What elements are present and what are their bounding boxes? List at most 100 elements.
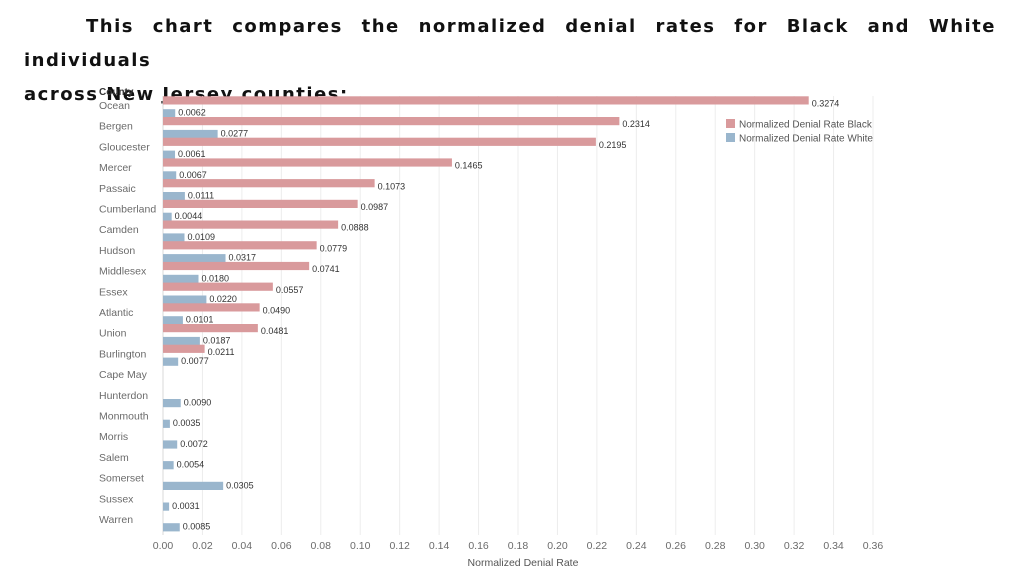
bar-white: [163, 109, 176, 118]
county-label: Passaic: [99, 183, 136, 195]
data-label-black: 0.0557: [276, 285, 304, 295]
county-label: Sussex: [99, 493, 134, 505]
x-tick-label: 0.18: [508, 540, 529, 552]
bar-black: [163, 117, 620, 126]
data-label-white: 0.0077: [181, 356, 209, 366]
county-label: Bergen: [99, 121, 133, 133]
bar-white: [163, 399, 181, 408]
county-label: Camden: [99, 224, 139, 236]
bar-white: [163, 150, 176, 159]
data-label-black: 0.1073: [378, 181, 406, 191]
bar-black: [163, 158, 452, 167]
x-tick-label: 0.22: [587, 540, 608, 552]
data-label-white: 0.0180: [202, 273, 230, 283]
intro-text: This chart compares the normalized denia…: [24, 10, 996, 112]
county-label: Middlesex: [99, 266, 147, 278]
x-tick-label: 0.32: [784, 540, 805, 552]
x-tick-label: 0.26: [666, 540, 687, 552]
bar-white: [163, 523, 180, 532]
data-label-white: 0.0220: [209, 294, 237, 304]
county-label: Morris: [99, 431, 128, 443]
bar-black: [163, 261, 310, 271]
data-label-black: 0.0481: [261, 326, 289, 336]
x-tick-label: 0.20: [547, 540, 568, 552]
bar-black: [163, 179, 375, 188]
x-tick-label: 0.24: [626, 540, 647, 552]
x-tick-label: 0.36: [863, 540, 884, 552]
data-label-white: 0.0072: [180, 439, 208, 449]
data-label-white: 0.0109: [187, 232, 215, 242]
bar-white: [163, 192, 185, 201]
county-label: Salem: [99, 452, 129, 464]
data-label-white: 0.0062: [178, 108, 206, 118]
data-label-white: 0.0101: [186, 315, 214, 325]
legend-swatch-black: [726, 119, 735, 128]
bar-black: [163, 137, 596, 146]
data-label-black: 0.2314: [622, 119, 650, 129]
data-label-white: 0.0035: [173, 418, 201, 428]
county-label: Atlantic: [99, 307, 133, 319]
bar-white: [163, 171, 177, 180]
x-tick-label: 0.00: [153, 540, 174, 552]
x-tick-label: 0.14: [429, 540, 450, 552]
county-label: Union: [99, 328, 127, 340]
county-label: Mercer: [99, 162, 132, 174]
bar-white: [163, 461, 174, 470]
bar-white: [163, 440, 178, 449]
data-label-white: 0.0305: [226, 480, 254, 490]
row-header: County: [99, 87, 134, 98]
x-tick-label: 0.08: [311, 540, 332, 552]
bar-white: [163, 212, 172, 221]
data-label-black: 0.0741: [312, 264, 340, 274]
bar-black: [163, 241, 317, 250]
x-tick-label: 0.34: [823, 540, 844, 552]
data-label-white: 0.0187: [203, 335, 231, 345]
bar-black: [163, 344, 205, 353]
x-tick-label: 0.04: [232, 540, 253, 552]
data-label-white: 0.0044: [175, 211, 203, 221]
data-label-white: 0.0061: [178, 149, 206, 159]
legend-label-black: Normalized Denial Rate Black: [739, 120, 873, 131]
bar-white: [163, 481, 224, 490]
x-tick-label: 0.12: [389, 540, 410, 552]
data-label-white: 0.0067: [179, 170, 207, 180]
county-label: Cape May: [99, 369, 148, 381]
data-label-black: 0.0888: [341, 223, 369, 233]
x-tick-label: 0.06: [271, 540, 292, 552]
county-label: Hunterdon: [99, 390, 148, 402]
data-label-white: 0.0085: [183, 522, 211, 532]
data-label-black: 0.3274: [812, 99, 840, 109]
bar-white: [163, 274, 199, 283]
data-label-white: 0.0090: [184, 398, 212, 408]
data-label-black: 0.0211: [208, 347, 235, 357]
x-tick-label: 0.16: [468, 540, 489, 552]
bar-white: [163, 357, 179, 366]
county-label: Gloucester: [99, 141, 150, 153]
bar-white: [163, 254, 226, 263]
legend-swatch-white: [726, 133, 735, 142]
county-label: Burlington: [99, 348, 146, 360]
county-label: Hudson: [99, 245, 135, 257]
data-label-black: 0.0779: [320, 243, 348, 253]
data-label-white: 0.0054: [177, 460, 205, 470]
x-tick-label: 0.30: [744, 540, 765, 552]
bar-black: [163, 282, 273, 291]
intro-line-1: This chart compares the normalized denia…: [24, 16, 996, 71]
data-label-white: 0.0111: [188, 191, 214, 201]
county-label: Ocean: [99, 100, 130, 112]
bar-white: [163, 316, 183, 325]
bar-white: [163, 295, 207, 304]
data-label-white: 0.0277: [221, 128, 249, 138]
data-label-black: 0.1465: [455, 161, 483, 171]
county-label: Monmouth: [99, 411, 149, 423]
bar-white: [163, 502, 170, 511]
data-label-white: 0.0317: [229, 253, 257, 263]
legend-label-white: Normalized Denial Rate White: [739, 134, 873, 145]
x-tick-label: 0.10: [350, 540, 371, 552]
county-label: Cumberland: [99, 204, 156, 216]
bar-black: [163, 96, 809, 105]
x-tick-label: 0.28: [705, 540, 726, 552]
county-label: Somerset: [99, 473, 144, 485]
bar-white: [163, 233, 185, 242]
